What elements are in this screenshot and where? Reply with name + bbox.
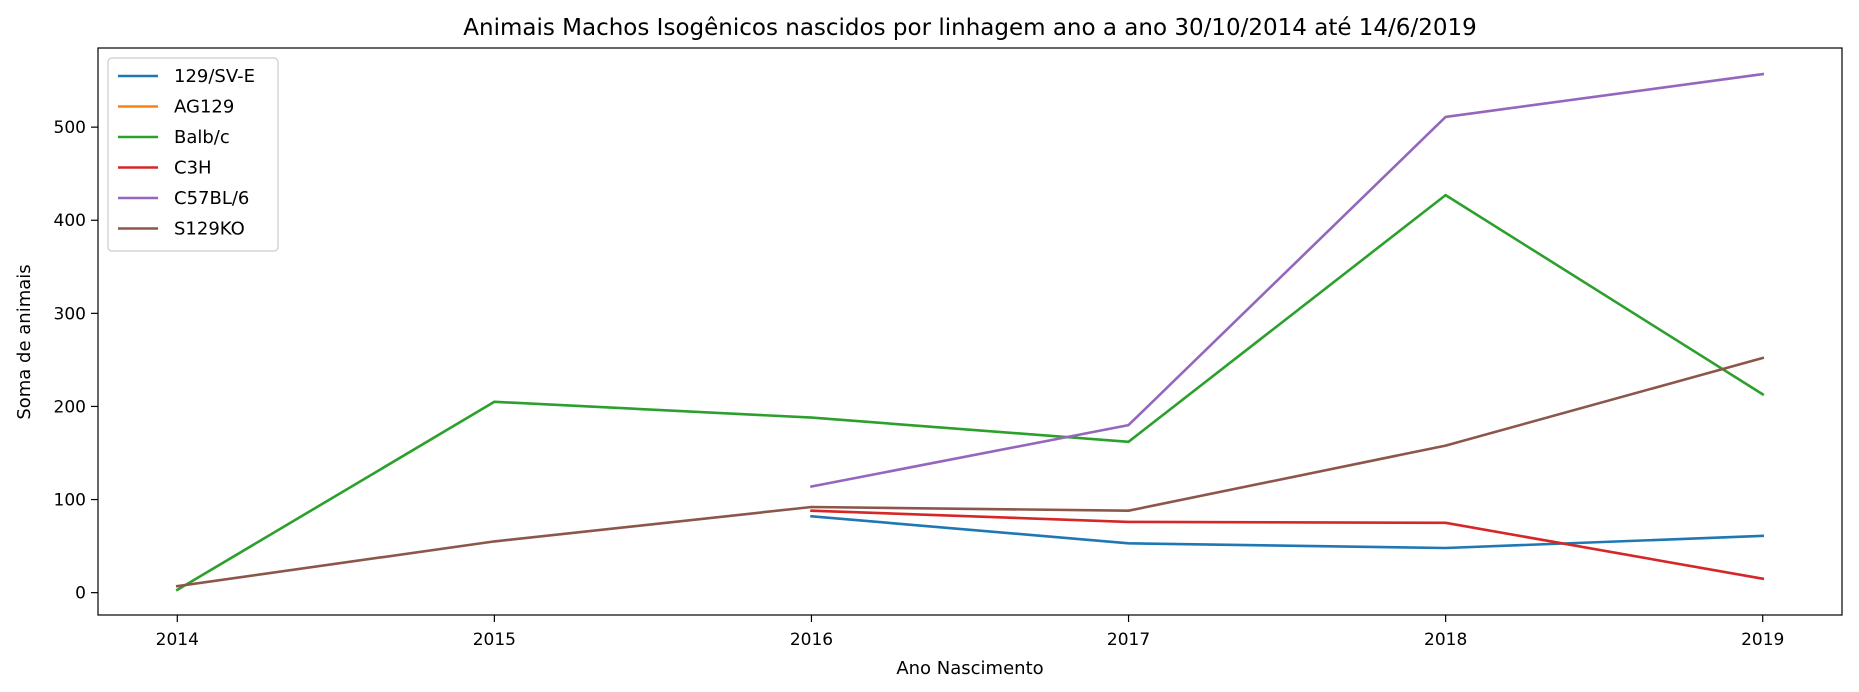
y-tick-label-4: 400 — [54, 211, 86, 231]
legend-label-5: S129KO — [174, 219, 245, 240]
y-tick-label-3: 300 — [54, 304, 86, 324]
x-tick-label-5: 2019 — [1741, 630, 1784, 650]
plot-frame — [97, 47, 1843, 616]
legend-label-2: Balb/c — [174, 127, 230, 148]
x-axis-label: Ano Nascimento — [896, 658, 1043, 679]
x-tick-label-3: 2017 — [1107, 630, 1150, 650]
y-tick-label-2: 200 — [54, 397, 86, 417]
series-line-3 — [810, 509, 1765, 581]
legend-label-4: C57BL/6 — [174, 188, 249, 209]
y-tick-label-1: 100 — [54, 491, 86, 511]
series-line-5 — [175, 356, 1765, 588]
legend-label-0: 129/SV-E — [174, 66, 255, 87]
y-tick-label-0: 0 — [75, 584, 86, 604]
series-line-4 — [809, 72, 1765, 489]
legend: 129/SV-E AG129 Balb/c C3H C57BL/6 S129KO — [107, 57, 279, 252]
y-tick-label-5: 500 — [54, 118, 86, 138]
plot-lines — [175, 72, 1765, 592]
series-line-2 — [175, 193, 1765, 592]
legend-label-1: AG129 — [174, 97, 234, 118]
x-tick-label-4: 2018 — [1424, 630, 1467, 650]
x-tick-label-2: 2016 — [790, 630, 833, 650]
y-axis-label: Soma de animais — [14, 264, 35, 419]
series-line-0 — [810, 514, 1765, 550]
x-tick-label-0: 2014 — [156, 630, 199, 650]
x-tick-label-1: 2015 — [473, 630, 516, 650]
axes: 2014 2015 2016 2017 2018 2019 0 100 200 300 400 500 — [54, 47, 1843, 650]
chart-title: Animais Machos Isogênicos nascidos por l… — [463, 15, 1476, 41]
legend-label-3: C3H — [174, 158, 212, 179]
